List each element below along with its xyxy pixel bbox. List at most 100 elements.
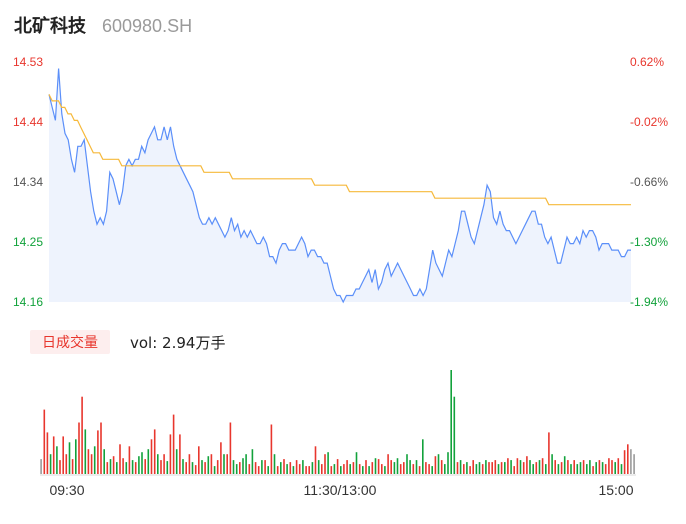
volume-bar <box>201 460 203 474</box>
x-tick-label: 09:30 <box>49 482 84 498</box>
volume-bar <box>308 466 310 474</box>
volume-badge[interactable]: 日成交量 <box>30 330 110 354</box>
volume-bar <box>595 462 597 474</box>
volume-bar <box>131 460 134 474</box>
volume-bar <box>185 462 187 474</box>
stock-name: 北矿科技 <box>14 16 86 37</box>
x-tick-label: 11:30/13:00 <box>304 482 377 498</box>
volume-bar <box>87 449 90 474</box>
volume-bar <box>213 466 216 474</box>
volume-bar <box>592 466 594 474</box>
volume-bar <box>141 452 143 474</box>
volume-bar <box>437 454 440 474</box>
volume-bar <box>273 454 276 474</box>
volume-bar <box>374 458 377 474</box>
volume-bar <box>488 462 490 474</box>
volume-bar <box>387 454 389 474</box>
volume-bar <box>330 466 333 474</box>
volume-bar <box>289 462 292 474</box>
y-tick-label-right: -1.30% <box>630 235 668 249</box>
volume-bar <box>163 454 165 474</box>
volume-bar <box>254 462 257 474</box>
volume-bar <box>589 460 591 474</box>
volume-bar <box>84 429 87 474</box>
volume-bar <box>500 462 503 474</box>
y-tick-label-left: 14.34 <box>13 175 43 189</box>
volume-bar <box>377 459 380 474</box>
volume-bar <box>469 466 471 474</box>
volume-bar <box>264 460 266 474</box>
volume-bar <box>226 454 228 474</box>
volume-bar <box>267 466 269 474</box>
volume-bar <box>368 466 370 474</box>
volume-bar <box>358 464 361 474</box>
volume-bar <box>456 462 459 474</box>
y-tick-label-right: -0.02% <box>630 115 668 129</box>
volume-bar <box>280 462 282 474</box>
volume-bar <box>478 462 481 474</box>
volume-bar <box>627 444 629 474</box>
volume-bar <box>261 460 263 474</box>
volume-bar <box>403 462 405 474</box>
volume-bar <box>409 460 411 474</box>
volume-bar <box>513 466 515 474</box>
volume-bar <box>68 442 71 474</box>
volume-bar <box>204 462 206 474</box>
volume-bar <box>147 449 150 474</box>
volume-bar <box>78 422 80 474</box>
volume-bar <box>371 462 374 474</box>
volume-bar <box>286 464 288 474</box>
volume-bar <box>52 436 55 474</box>
volume-bar <box>346 460 348 474</box>
price-area <box>49 68 631 302</box>
volume-bar <box>365 460 367 474</box>
volume-bar <box>614 462 616 474</box>
volume-bar <box>314 446 317 474</box>
volume-bar <box>292 466 295 474</box>
volume-bar <box>529 460 531 474</box>
volume-bar <box>327 452 329 474</box>
volume-bar <box>182 459 184 474</box>
volume-bar <box>229 422 232 474</box>
volume-bar <box>49 454 52 474</box>
volume-bar <box>340 466 342 474</box>
volume-bar <box>475 464 478 474</box>
volume-bar <box>40 459 42 474</box>
volume-bar <box>138 456 140 474</box>
volume-bar <box>270 424 273 474</box>
volume-bar <box>245 454 247 474</box>
volume-bar <box>239 462 241 474</box>
volume-bar <box>56 446 58 474</box>
volume-bar <box>333 464 336 474</box>
volume-bar <box>235 464 238 474</box>
volume-bar <box>352 462 355 474</box>
volume-bar <box>406 454 408 474</box>
volume-bar <box>223 454 225 474</box>
volume-bar <box>166 461 169 474</box>
volume-bar <box>601 462 604 474</box>
volume-bar <box>472 460 474 474</box>
volume-bar <box>633 454 635 474</box>
volume-bar <box>160 460 162 474</box>
volume-bar <box>617 458 620 474</box>
volume-bar <box>440 460 443 474</box>
volume-bar <box>210 454 213 474</box>
y-tick-label-right: -0.66% <box>630 175 668 189</box>
volume-bar <box>463 464 465 474</box>
volume-bar <box>466 462 468 474</box>
volume-bar <box>444 464 446 474</box>
volume-bar <box>109 459 112 474</box>
y-tick-label-left: 14.53 <box>13 55 43 69</box>
volume-bar <box>563 456 566 474</box>
volume-bar <box>175 449 178 474</box>
y-tick-label-right: -1.94% <box>630 295 668 309</box>
volume-bar <box>576 464 579 474</box>
volume-bar <box>567 460 569 474</box>
volume-bar <box>526 456 528 474</box>
volume-bar <box>298 464 301 474</box>
volume-bar <box>381 464 383 474</box>
volume-bar <box>384 466 386 474</box>
volume-bar <box>412 464 415 474</box>
volume-bar <box>459 460 462 474</box>
